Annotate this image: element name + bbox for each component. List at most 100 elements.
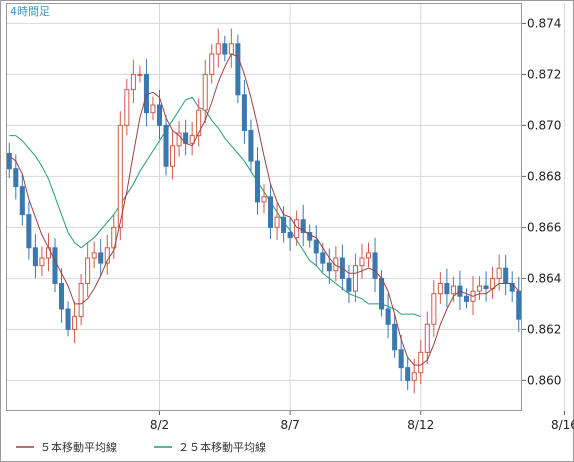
candle <box>117 111 123 241</box>
candle <box>104 234 110 275</box>
candle <box>196 98 202 147</box>
candle <box>65 301 71 337</box>
candle <box>463 288 470 309</box>
legend-label: ５本移動平均線 <box>40 440 117 454</box>
candle <box>313 224 319 267</box>
y-tick-label: 0.860 <box>527 373 561 387</box>
candle-body <box>176 132 182 147</box>
candle <box>405 356 411 391</box>
y-tick-label: 0.870 <box>527 118 561 132</box>
candle <box>241 79 247 144</box>
candle-body <box>385 308 391 325</box>
candle-body <box>196 109 202 137</box>
candle-body <box>228 43 234 55</box>
ma25-layer <box>9 96 421 318</box>
candle <box>254 147 260 215</box>
candle-body <box>19 186 25 216</box>
candle <box>19 174 25 226</box>
candle-body <box>72 316 78 330</box>
candle-body <box>431 293 437 325</box>
candle <box>98 239 104 276</box>
candle-body <box>483 285 489 290</box>
candle-body <box>398 349 404 369</box>
candle-body <box>98 252 104 264</box>
candle-body <box>117 124 123 228</box>
candle-body <box>104 247 110 264</box>
candle <box>359 243 365 279</box>
y-tick-label: 0.862 <box>527 322 561 336</box>
candle <box>189 122 195 156</box>
candle <box>170 131 176 180</box>
y-tick-label: 0.874 <box>527 16 561 30</box>
candle <box>85 243 91 297</box>
candle <box>209 44 215 84</box>
candle <box>281 206 287 243</box>
candle-body <box>26 214 32 249</box>
x-tick-label: 8/16 <box>551 418 574 432</box>
candle <box>111 214 117 259</box>
candle-body <box>300 219 306 233</box>
candle-body <box>274 216 280 228</box>
candle-body <box>163 124 169 167</box>
candle <box>72 301 78 344</box>
candle <box>516 276 522 333</box>
candle-body <box>281 216 287 233</box>
candle-body <box>365 252 372 259</box>
candle <box>437 272 443 304</box>
candle <box>496 254 502 291</box>
candle-body <box>32 247 38 267</box>
candle <box>287 217 293 252</box>
candle-body <box>235 43 241 96</box>
candle <box>91 241 97 269</box>
candle-body <box>346 277 352 292</box>
candle-body <box>202 73 208 111</box>
candle <box>248 119 254 172</box>
candle <box>477 276 483 300</box>
legend: ５本移動平均線 ２５本移動平均線 <box>16 440 266 454</box>
candle <box>450 276 456 303</box>
timeframe-label: 4時間足 <box>10 5 50 18</box>
candle <box>346 265 352 304</box>
candle <box>411 358 417 394</box>
candle-body <box>6 152 12 170</box>
candle-body <box>463 295 470 302</box>
candle-body <box>209 53 215 75</box>
candle-body <box>333 257 339 272</box>
candle-body <box>45 247 51 259</box>
candle-body <box>248 130 254 162</box>
candle-body <box>124 89 130 126</box>
candle <box>32 234 38 278</box>
candle-body <box>320 252 326 264</box>
candle <box>326 248 332 284</box>
candle <box>268 184 274 239</box>
legend-label: ２５本移動平均線 <box>178 440 266 454</box>
candle-body <box>85 257 91 284</box>
candle-body <box>215 43 221 55</box>
candle <box>392 315 398 358</box>
candle <box>176 120 182 157</box>
candle <box>398 334 404 382</box>
candle-body <box>254 160 260 203</box>
y-tick-label: 0.872 <box>527 67 561 81</box>
candle-body <box>313 239 319 254</box>
candle-body <box>359 257 365 267</box>
candle <box>52 238 58 293</box>
candle-body <box>13 168 19 188</box>
candle-body <box>268 196 274 228</box>
candle-body <box>326 262 332 272</box>
candle <box>130 59 136 104</box>
candle <box>202 59 208 124</box>
candle-body <box>352 265 358 292</box>
candle <box>352 253 358 302</box>
candle-body <box>418 351 424 374</box>
ma5-line <box>8 53 520 366</box>
x-tick-label: 8/12 <box>407 418 434 432</box>
candle-body <box>294 219 300 239</box>
candle <box>137 65 143 83</box>
y-tick-label: 0.866 <box>527 220 561 234</box>
candle <box>163 115 169 176</box>
candle-body <box>496 267 502 279</box>
candle <box>6 142 12 179</box>
candle-body <box>170 145 176 167</box>
candle-body <box>65 308 71 330</box>
